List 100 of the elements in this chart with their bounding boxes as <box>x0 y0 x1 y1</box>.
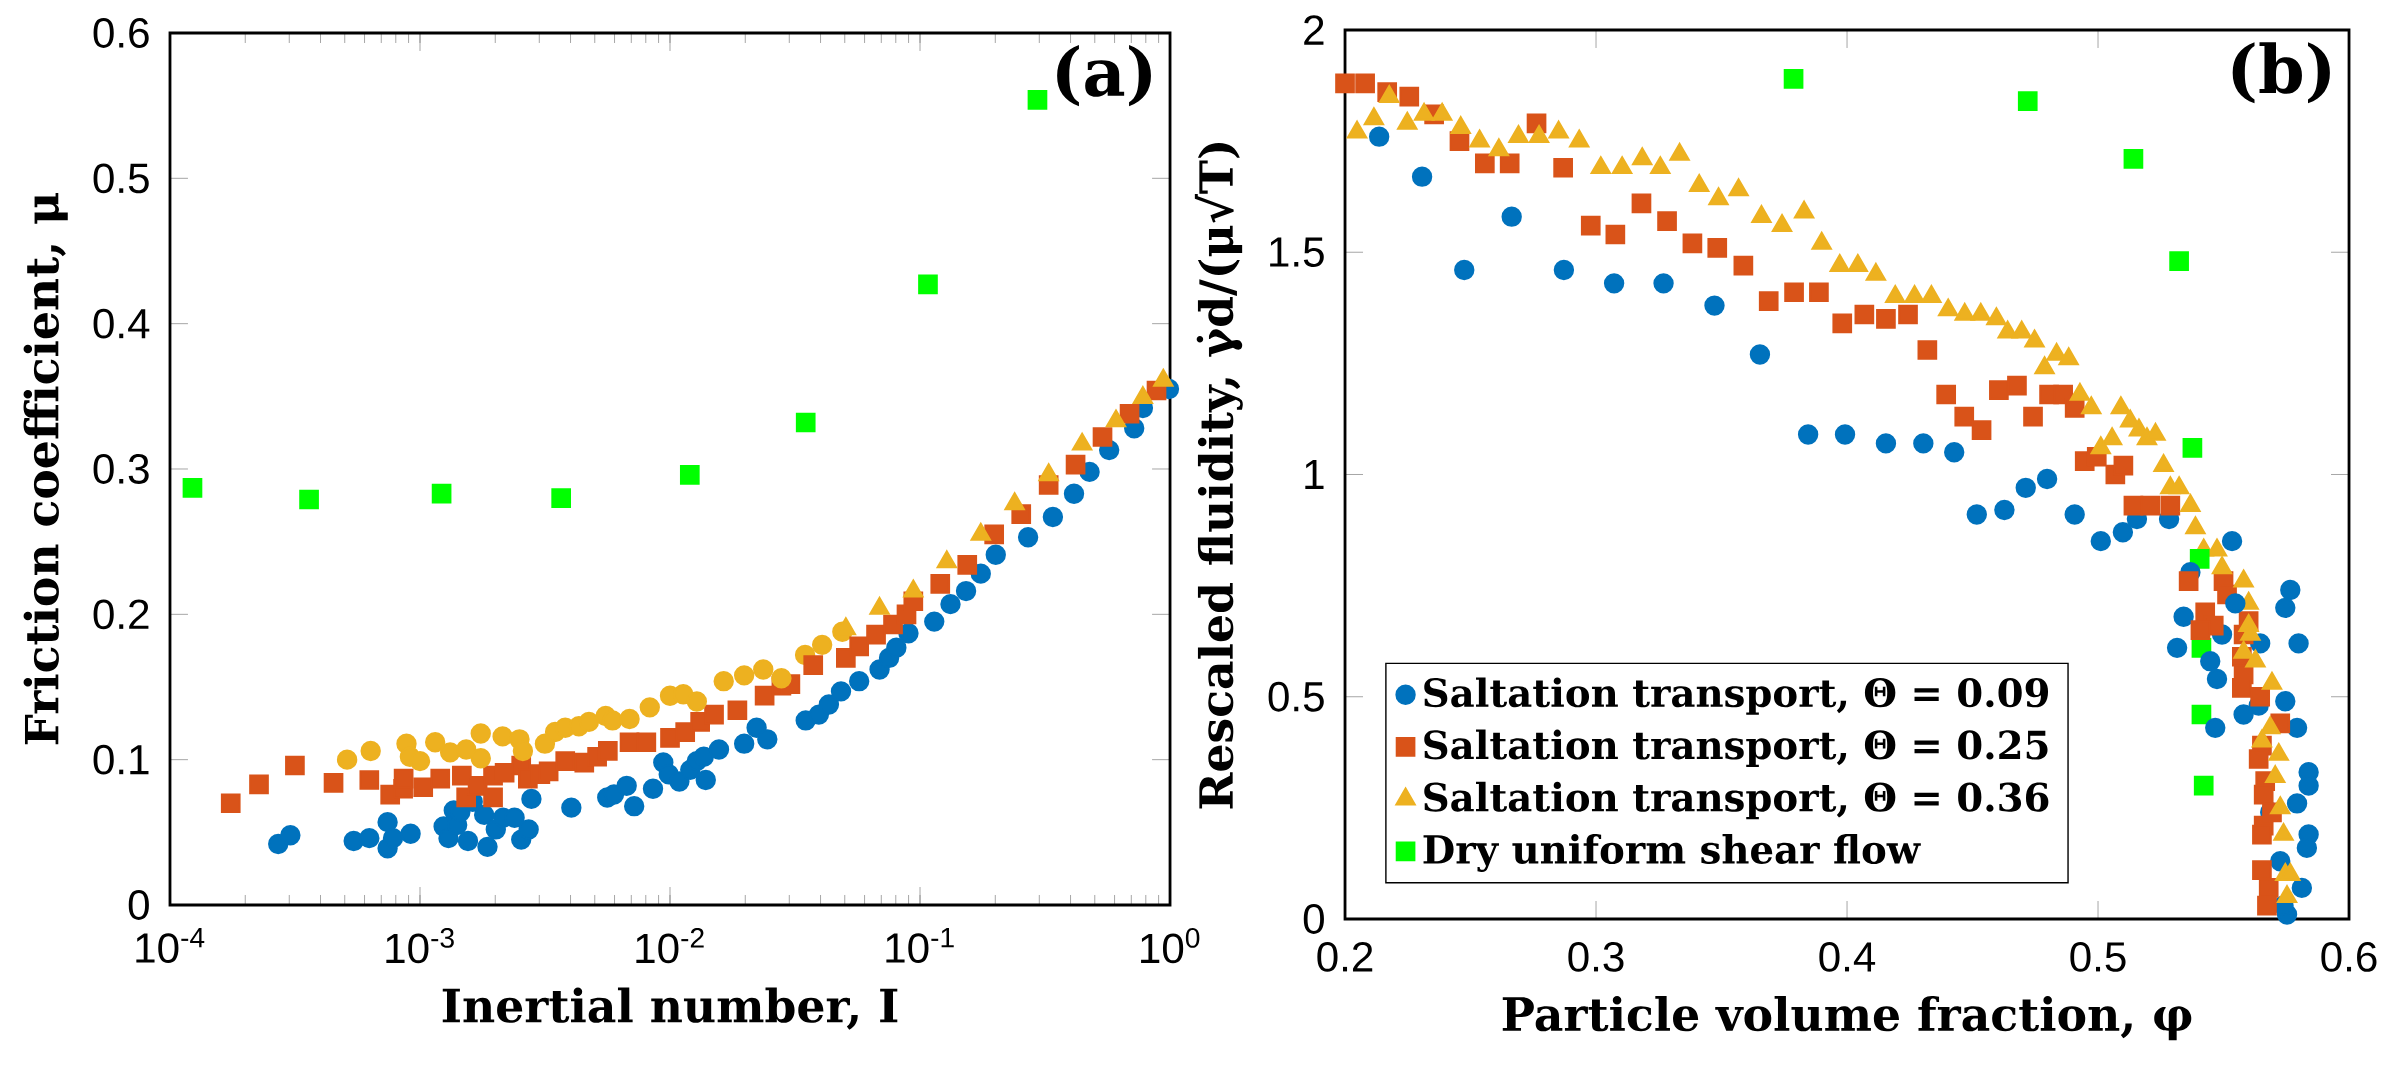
point <box>2205 717 2226 739</box>
x-axis-title: Inertial number, I <box>442 987 898 1030</box>
point <box>1875 433 1897 454</box>
point <box>2253 784 2274 805</box>
point <box>1603 273 1625 294</box>
x-tick-label: 10$^{-4}$ <box>136 927 205 963</box>
point <box>2112 522 2134 543</box>
point <box>1749 344 1771 365</box>
y-tick-label: 0.6 <box>93 18 149 48</box>
point <box>2258 878 2279 898</box>
point <box>1834 424 1856 445</box>
point <box>2250 686 2271 707</box>
point <box>1921 285 1942 304</box>
point <box>1501 206 1522 227</box>
x-tick-label: 0.6 <box>2321 941 2377 972</box>
point <box>2166 637 2188 659</box>
point <box>2190 620 2211 640</box>
point <box>1733 255 1754 276</box>
y-tick-label: 0.2 <box>93 599 149 630</box>
point <box>1966 504 1987 525</box>
point <box>2064 504 2085 525</box>
point <box>1553 259 1575 281</box>
point <box>2191 704 2212 725</box>
point <box>1994 499 2015 521</box>
point <box>2200 650 2221 672</box>
point <box>1553 157 1573 178</box>
point <box>2275 597 2296 619</box>
point <box>1499 153 1520 174</box>
point <box>1657 211 1677 231</box>
point <box>1784 282 1804 303</box>
point <box>1682 233 1703 254</box>
x-tick-label: 10$^{0}$ <box>1141 927 1200 964</box>
point <box>1704 295 1725 316</box>
point <box>1876 309 1896 329</box>
point <box>1411 166 1433 187</box>
point <box>1917 340 1938 360</box>
point <box>1783 69 1804 89</box>
point <box>1707 237 1728 258</box>
point <box>1904 285 1925 304</box>
point <box>2233 704 2254 725</box>
y-tick-label: 0.1 <box>93 744 149 775</box>
point <box>1355 73 1375 94</box>
point <box>2169 251 2189 271</box>
annotation: (b) <box>2232 42 2330 104</box>
point <box>2173 606 2194 627</box>
point <box>2160 495 2181 516</box>
point <box>1450 116 1471 135</box>
legend-label: Dry uniform shear flow <box>1423 834 1921 873</box>
point <box>2123 149 2144 169</box>
point <box>2232 678 2252 698</box>
point <box>1611 156 1633 175</box>
point <box>1809 282 1829 303</box>
point <box>1944 442 1965 463</box>
y-tick-label: 0.4 <box>93 308 150 339</box>
y-axis-title: Rescaled fluidity, γ̇d/(μ√T) <box>1194 142 1243 809</box>
point <box>1653 273 1674 294</box>
point <box>1399 86 1420 107</box>
y-axis-title: Friction coefficient, μ <box>23 193 68 745</box>
legend-label: Saltation transport, Θ = 0.25 <box>1424 729 2048 768</box>
point <box>1954 406 1975 427</box>
point <box>1363 107 1385 126</box>
point <box>2280 579 2301 601</box>
point <box>2286 793 2308 814</box>
point <box>2252 860 2272 880</box>
x-axis-title: Particle volume fraction, φ <box>1502 995 2192 1041</box>
y-tick-label: 1.5 <box>1270 237 1324 267</box>
point <box>1971 420 1992 440</box>
point <box>2286 717 2308 739</box>
point <box>1650 156 1671 175</box>
legend-label: Saltation transport, Θ = 0.36 <box>1424 781 2049 820</box>
point <box>1580 215 1601 236</box>
point <box>1758 291 1779 311</box>
point <box>1854 304 1875 325</box>
legend-label: Saltation transport, Θ = 0.09 <box>1424 677 2049 715</box>
x-tick-label: 0.5 <box>2070 941 2126 972</box>
point <box>1605 224 1626 245</box>
y-tick-label: 0.3 <box>93 454 149 484</box>
point <box>1885 285 1906 304</box>
point <box>1797 424 1819 445</box>
point <box>2206 668 2228 690</box>
point <box>1590 156 1611 175</box>
point <box>1631 193 1652 214</box>
point <box>2182 437 2203 458</box>
point <box>2252 824 2272 845</box>
x-tick-label: 0.4 <box>1819 941 1876 972</box>
point <box>1454 259 1475 281</box>
point <box>1989 380 2009 400</box>
point <box>1751 205 1772 224</box>
point <box>2257 895 2277 916</box>
point <box>2221 530 2243 552</box>
point <box>2015 477 2036 499</box>
point <box>2007 375 2027 396</box>
point <box>2193 775 2214 796</box>
y-tick-label: 0.5 <box>93 163 149 194</box>
x-tick-label: 10$^{-1}$ <box>886 927 954 963</box>
y-tick-label: 0 <box>128 890 149 920</box>
x-tick-label: 10$^{-3}$ <box>386 927 454 964</box>
point <box>2017 91 2038 111</box>
point <box>2036 468 2058 490</box>
point <box>2140 495 2161 516</box>
